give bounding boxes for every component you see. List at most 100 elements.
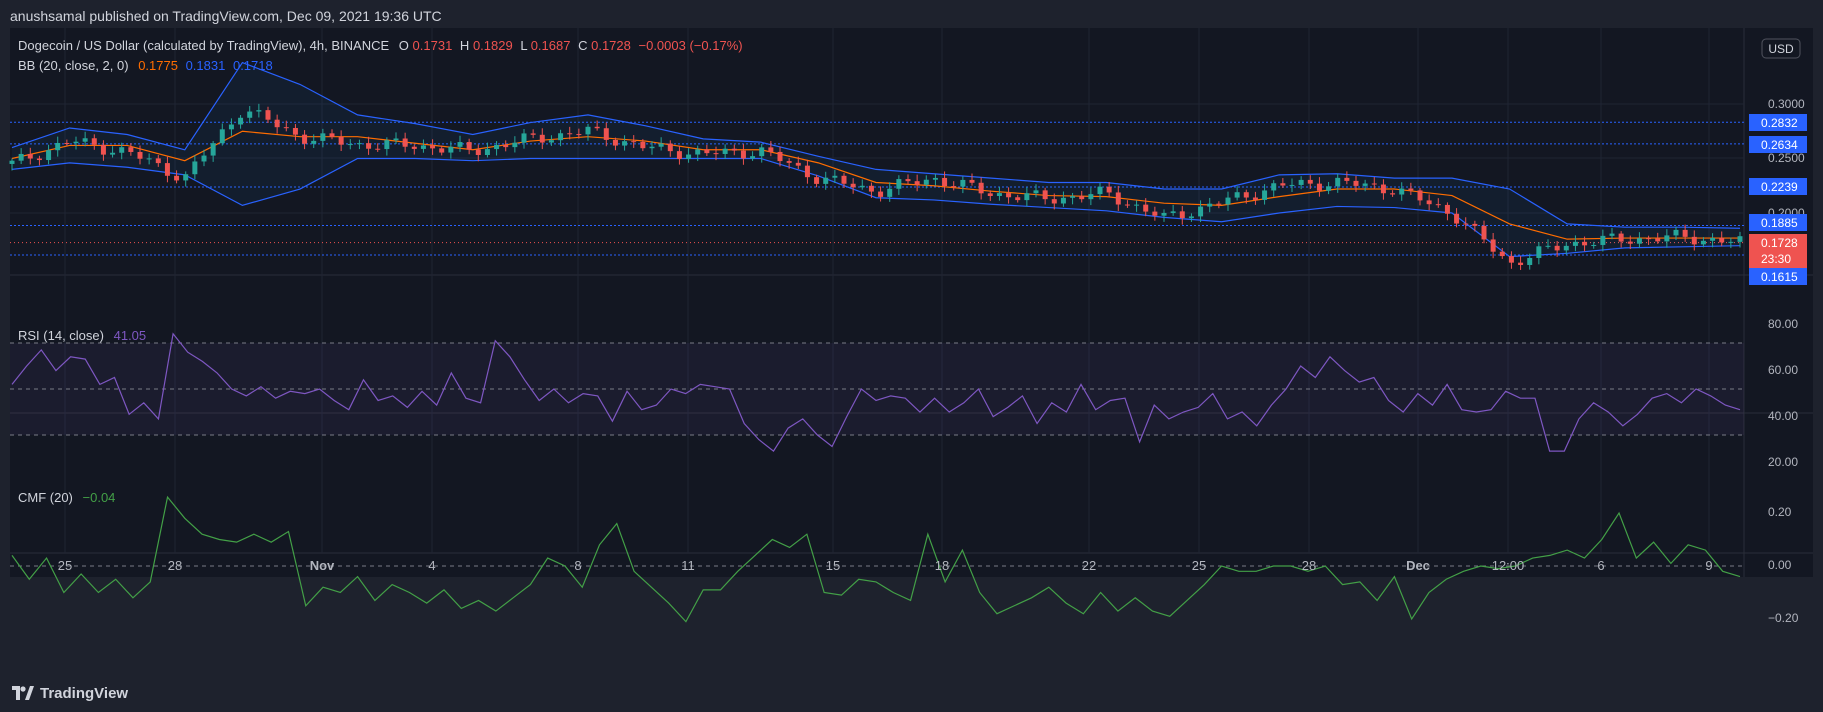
currency-button[interactable]: USD: [1761, 38, 1801, 59]
candle-body: [238, 117, 244, 125]
cmf-axis-label-2: −0.20: [1768, 611, 1799, 625]
candle-body: [750, 156, 756, 159]
footer-brand[interactable]: TradingView: [12, 683, 128, 703]
high-value: 0.1829: [473, 38, 513, 53]
tradingview-logo-icon: [12, 686, 34, 700]
candle-body: [192, 161, 198, 175]
time-label-8: 22: [1082, 558, 1096, 573]
rsi-axis-label-1: 60.00: [1768, 363, 1798, 377]
candle-body: [649, 146, 655, 149]
cmf-chart: [10, 495, 1744, 623]
candle-body: [795, 162, 801, 166]
open-value: 0.1731: [413, 38, 453, 53]
candle-body: [960, 179, 966, 187]
candle-body: [1225, 197, 1231, 205]
level-tag-4: 0.1615: [1749, 268, 1807, 285]
rsi-legend[interactable]: RSI (14, close) 41.05: [18, 328, 146, 343]
candle-body: [1307, 179, 1313, 184]
footer-brand-name: TradingView: [40, 684, 129, 702]
bb-legend[interactable]: BB (20, close, 2, 0) 0.1775 0.1831 0.171…: [18, 58, 273, 73]
candle-body: [914, 181, 920, 185]
candle-body: [27, 153, 33, 159]
candle-body: [439, 148, 445, 153]
candle-body: [612, 139, 618, 146]
candle-body: [731, 148, 737, 151]
candle-body: [585, 126, 591, 135]
bb-fill: [12, 62, 1740, 257]
open-label: O: [399, 38, 409, 53]
candle-body: [1051, 199, 1057, 204]
candle-body: [539, 134, 545, 143]
candle-body: [631, 141, 637, 143]
candle-body: [274, 119, 280, 128]
candle-body: [804, 165, 810, 178]
candle-body: [137, 151, 143, 159]
candle-body: [1262, 190, 1268, 200]
candle-body: [713, 153, 719, 155]
candle-body: [64, 142, 70, 144]
candle-body: [338, 136, 344, 145]
candle-body: [228, 124, 234, 130]
candle-body: [311, 140, 317, 144]
candle-body: [558, 133, 564, 141]
time-label-9: 25: [1192, 558, 1206, 573]
candle-body: [576, 134, 582, 136]
candle-body: [375, 148, 381, 150]
cmf-legend[interactable]: CMF (20) −0.04: [18, 490, 115, 505]
candle-body: [110, 152, 116, 155]
candle-body: [302, 134, 308, 144]
price-axis-label-0: 0.3000: [1768, 97, 1805, 111]
candle-body: [622, 141, 628, 146]
candle-body: [329, 133, 335, 137]
level-tag-2: 0.2239: [1749, 178, 1807, 195]
candle-body: [859, 185, 865, 188]
candle-body: [1554, 245, 1560, 251]
candle-body: [73, 141, 79, 144]
candle-body: [210, 143, 216, 156]
candle-body: [686, 154, 692, 159]
candle-body: [36, 158, 42, 161]
candle-body: [1006, 193, 1012, 198]
candle-body: [91, 138, 97, 145]
candle-body: [174, 175, 180, 181]
bb-basis-value: 0.1775: [138, 58, 178, 73]
time-axis[interactable]: 25 28 Nov 4 8 11 15 18 22 25 28 Dec 12:00 6 9: [58, 558, 1713, 573]
candle-body: [1691, 236, 1697, 245]
candle-body: [1636, 238, 1642, 244]
low-value: 0.1687: [531, 38, 571, 53]
candle-body: [1170, 211, 1176, 213]
bollinger-bands: [11, 61, 1741, 258]
candle-body: [475, 149, 481, 155]
time-axis-strip: [10, 553, 1813, 577]
symbol-legend[interactable]: Dogecoin / US Dollar (calculated by Trad…: [18, 38, 743, 53]
countdown: 23:30: [1761, 252, 1791, 266]
candle-body: [814, 177, 820, 184]
candle-body: [1243, 192, 1249, 198]
candle-body: [1609, 233, 1615, 236]
candle-body: [567, 133, 573, 135]
candle-body: [292, 127, 298, 135]
candle-body: [1234, 192, 1240, 198]
rsi-axis-label-3: 20.00: [1768, 455, 1798, 469]
candle-body: [503, 144, 509, 148]
high-label: H: [460, 38, 469, 53]
candle-body: [695, 149, 701, 155]
candle-body: [996, 193, 1002, 196]
low-label: L: [520, 38, 527, 53]
candle-body: [128, 147, 134, 152]
candle-body: [1024, 193, 1030, 201]
candle-body: [1124, 204, 1130, 206]
candle-body: [1152, 211, 1158, 216]
candle-body: [548, 140, 554, 143]
time-label-5: 11: [681, 558, 695, 573]
rsi-chart: [10, 332, 1744, 452]
rsi-axis-label-0: 80.00: [1768, 317, 1798, 331]
cmf-axis-label-1: 0.00: [1768, 558, 1792, 572]
time-label-2: Nov: [310, 558, 335, 573]
time-label-10: 28: [1302, 558, 1316, 573]
svg-text:0.2832: 0.2832: [1761, 116, 1798, 130]
price-pane: [10, 28, 1813, 275]
price-levels: [10, 121, 1744, 256]
candle-body: [1481, 225, 1487, 240]
